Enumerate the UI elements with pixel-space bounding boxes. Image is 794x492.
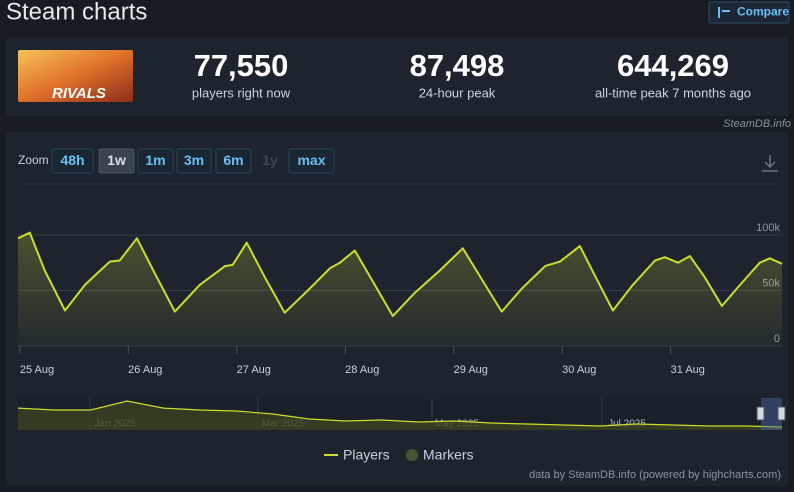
zoom-option: 1y: [262, 152, 278, 168]
x-tick-label: 31 Aug: [671, 364, 705, 376]
navigator: Jan 2025Mar 2025May 2025Jul 2025: [17, 398, 786, 430]
navigator-area: [18, 401, 782, 430]
legend-swatch[interactable]: [406, 449, 418, 461]
compare-button[interactable]: Compare: [708, 1, 790, 24]
zoom-option[interactable]: max: [297, 152, 325, 168]
zoom-button[interactable]: [137, 148, 174, 174]
navigator-handle[interactable]: [756, 406, 765, 421]
x-tick-label: 26 Aug: [128, 364, 162, 376]
navigator-selection[interactable]: [761, 398, 782, 430]
zoom-option[interactable]: 1w: [107, 152, 126, 168]
stat-value: 77,550: [194, 48, 289, 83]
zoom-button[interactable]: [215, 148, 252, 174]
zoom-button[interactable]: [98, 148, 135, 174]
zoom-button[interactable]: [176, 148, 212, 174]
navigator-handle[interactable]: [777, 406, 786, 421]
series-area: [18, 232, 782, 346]
compare-icon: [718, 7, 720, 18]
game-logo: [18, 50, 133, 102]
zoom-option[interactable]: 48h: [60, 152, 84, 168]
stats: 77,550 players right now 87,498 24-hour pea…: [192, 48, 751, 100]
zoom-buttons: 48h 1w 1m 3m 6m 1y max: [51, 148, 335, 174]
compare-box[interactable]: [708, 1, 790, 24]
game-logo-text: RIVALS: [52, 85, 106, 102]
page-title: Steam charts: [6, 0, 147, 25]
zoom-option[interactable]: 6m: [223, 152, 243, 168]
stats-panel: [6, 38, 788, 116]
credits: data by SteamDB.info (powered by highcha…: [529, 469, 781, 481]
x-tick-label: 27 Aug: [237, 364, 271, 376]
zoom-label: Zoom: [18, 153, 49, 167]
legend-label[interactable]: Markers: [423, 447, 474, 463]
zoom-option[interactable]: 3m: [184, 152, 204, 168]
zoom-option[interactable]: 1m: [145, 152, 165, 168]
download-icon[interactable]: [762, 155, 778, 172]
stat-value: 644,269: [617, 48, 729, 83]
legend-label[interactable]: Players: [343, 447, 390, 463]
zoom-button[interactable]: [288, 148, 335, 174]
y-tick-label: 100k: [756, 222, 780, 234]
compare-label[interactable]: Compare: [737, 5, 789, 19]
legend: Players Markers: [324, 447, 474, 463]
x-tick-label: 25 Aug: [20, 364, 54, 376]
zoom-button[interactable]: [51, 148, 94, 174]
stat-label: players right now: [192, 85, 291, 100]
x-tick-label: 28 Aug: [345, 364, 379, 376]
stat-label: 24-hour peak: [419, 85, 496, 100]
watermark: SteamDB.info: [723, 118, 791, 130]
navigator-line: [17, 400, 783, 428]
stat-value: 87,498: [410, 48, 505, 83]
download-arrow[interactable]: [764, 161, 776, 169]
series-line: [17, 231, 783, 317]
compare-icon: [722, 10, 730, 12]
x-tick-label: 30 Aug: [562, 364, 596, 376]
x-tick-label: 29 Aug: [454, 364, 488, 376]
stat-label: all-time peak 7 months ago: [595, 85, 751, 100]
